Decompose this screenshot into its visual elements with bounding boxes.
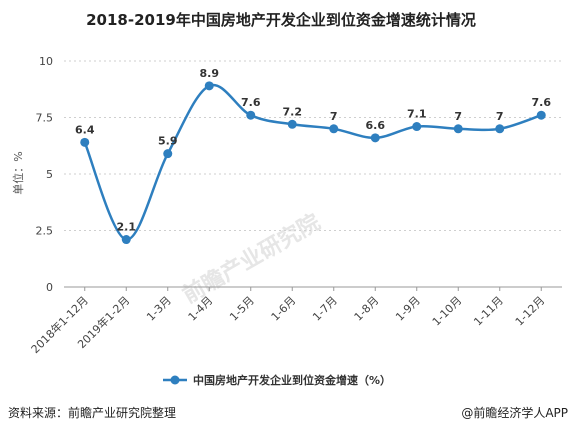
- data-label: 7.6: [241, 96, 261, 109]
- data-label: 8.9: [200, 67, 220, 80]
- x-tick-label: 1-3月: [144, 294, 174, 324]
- x-tick-label: 1-12月: [513, 294, 548, 329]
- data-label: 6.6: [366, 119, 386, 132]
- series-line-group: [80, 81, 546, 245]
- data-point: [163, 149, 173, 159]
- y-axis-label: 单位：%: [11, 151, 25, 194]
- legend: 中国房地产开发企业到位资金增速（%）: [163, 373, 391, 387]
- data-label: 6.4: [75, 123, 95, 136]
- data-point: [204, 81, 214, 91]
- x-tick-label: 1-6月: [269, 294, 299, 324]
- data-label: 5.9: [158, 135, 178, 148]
- x-tick-label: 1-7月: [310, 294, 340, 324]
- x-tick-label: 1-11月: [471, 294, 506, 329]
- data-label: 7.6: [532, 96, 552, 109]
- data-point: [329, 124, 339, 134]
- y-tick-label: 10: [39, 55, 53, 68]
- data-label: 7: [496, 110, 504, 123]
- y-tick-label: 5: [46, 168, 53, 181]
- data-point: [453, 124, 463, 134]
- data-label: 2.1: [117, 221, 137, 234]
- y-tick-label: 7.5: [36, 112, 54, 125]
- chart-title: 2018-2019年中国房地产开发企业到位资金增速统计情况: [86, 11, 476, 29]
- data-point: [121, 235, 131, 245]
- watermark: 前瞻产业研究院: [178, 209, 324, 309]
- data-point: [495, 124, 505, 134]
- data-point: [412, 122, 422, 132]
- data-point: [370, 133, 380, 143]
- data-labels: 6.4 2.1 5.9 8.9 7.6 7.2 7 6.6 7.1 7 7 7.6: [75, 67, 551, 234]
- legend-marker: [170, 375, 180, 385]
- x-tick-label: 1-5月: [227, 294, 257, 324]
- data-label: 7.1: [407, 108, 427, 121]
- data-label: 7.2: [283, 105, 303, 118]
- data-label: 7: [454, 110, 462, 123]
- data-point: [536, 110, 546, 120]
- credit-note: @前瞻经济学人APP: [461, 405, 568, 420]
- gridlines: [64, 60, 562, 231]
- y-tick-label: 0: [46, 281, 53, 294]
- data-point: [246, 110, 256, 120]
- legend-label: 中国房地产开发企业到位资金增速（%）: [193, 373, 391, 387]
- data-point: [80, 137, 90, 147]
- x-tick-label: 1-10月: [430, 294, 465, 329]
- data-point: [287, 119, 297, 129]
- y-tick-label: 2.5: [36, 225, 54, 238]
- x-tick-label: 1-8月: [352, 294, 382, 324]
- data-label: 7: [330, 110, 338, 123]
- x-tick-label: 1-9月: [393, 294, 423, 324]
- source-note: 资料来源：前瞻产业研究院整理: [8, 405, 176, 420]
- y-axis: 0 2.5 5 7.5 10: [36, 55, 54, 294]
